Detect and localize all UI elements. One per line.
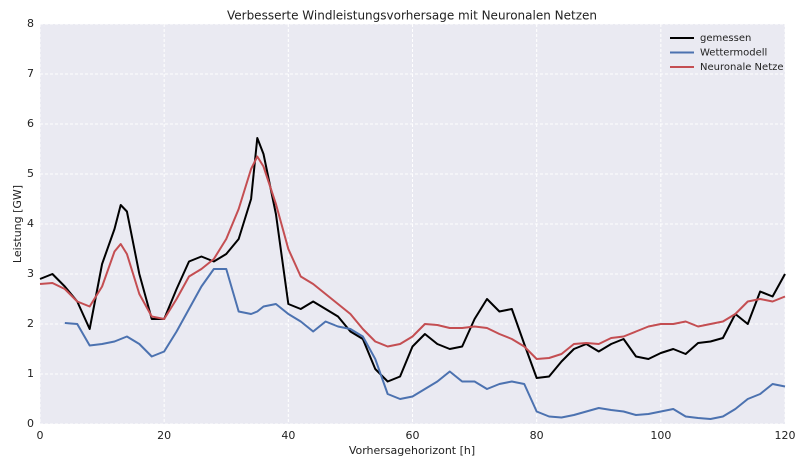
- y-tick-label: 6: [27, 117, 34, 130]
- y-tick-label: 5: [27, 167, 34, 180]
- y-tick-label: 8: [27, 17, 34, 30]
- x-tick-label: 120: [775, 429, 796, 442]
- lines: [39, 137, 786, 420]
- x-axis-label: Vorhersagehorizont [h]: [349, 444, 475, 457]
- x-tick-label: 40: [281, 429, 295, 442]
- x-tick-label: 80: [530, 429, 544, 442]
- x-tick-label: 0: [37, 429, 44, 442]
- y-axis-label: Leistung [GW]: [11, 185, 24, 263]
- x-tick-label: 100: [650, 429, 671, 442]
- x-tick-label: 20: [157, 429, 171, 442]
- y-tick-label: 4: [27, 217, 34, 230]
- legend-label: gemessen: [700, 33, 751, 44]
- series-line: [64, 268, 786, 420]
- grid: [39, 23, 786, 425]
- series-line: [39, 155, 786, 360]
- legend: gemessen Wettermodell Neuronale Netze: [670, 33, 784, 73]
- chart-title: Verbesserte Windleistungsvorhersage mit …: [227, 9, 597, 23]
- y-tick-label: 0: [27, 417, 34, 430]
- y-tick-label: 3: [27, 267, 34, 280]
- legend-label: Neuronale Netze: [700, 62, 784, 73]
- legend-label: Wettermodell: [700, 48, 767, 59]
- y-tick-label: 1: [27, 367, 34, 380]
- y-tick-label: 7: [27, 67, 34, 80]
- x-tick-label: 60: [406, 429, 420, 442]
- y-tick-label: 2: [27, 317, 34, 330]
- series-line: [39, 137, 786, 383]
